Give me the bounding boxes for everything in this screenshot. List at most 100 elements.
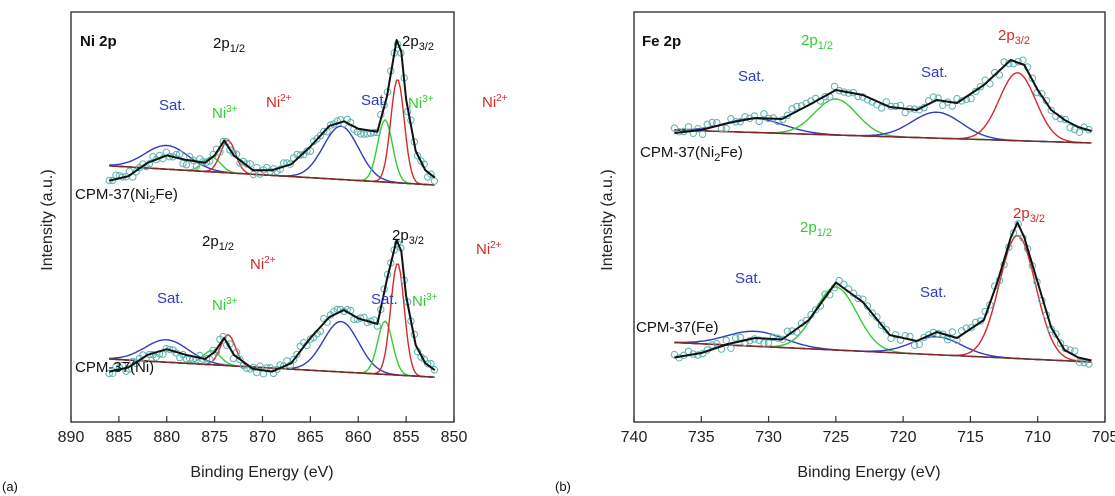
x-tick-label: 730 <box>755 429 782 446</box>
panel-b-sample-label-bottom: CPM-37(Fe) <box>636 319 719 336</box>
fitted-envelope-line <box>109 239 436 373</box>
panel-a-top-ni3-2: Ni3+ <box>408 94 434 112</box>
raw-data-point <box>727 115 735 123</box>
raw-data-point <box>430 366 439 374</box>
panel-a-tag: (a) <box>2 479 18 494</box>
raw-data-point <box>736 333 744 341</box>
panel-a-bottom-ni3-1: Ni3+ <box>212 296 238 314</box>
raw-data-point <box>793 102 801 111</box>
panel-a-bottom-ni2-1: Ni2+ <box>250 255 276 273</box>
sat-component <box>109 125 433 186</box>
panel-a-y-label: Intensity (a.u.) <box>39 169 56 270</box>
raw-data-point <box>289 355 298 364</box>
x-tick-label: 855 <box>393 429 420 446</box>
panel-a-top-ni2-1: Ni2+ <box>266 93 292 111</box>
raw-data-point <box>1075 128 1084 137</box>
raw-data-point <box>967 324 975 332</box>
background-line <box>674 341 1092 363</box>
raw-data-point <box>760 339 768 347</box>
panel-a-bottom-sat-1: Sat. <box>157 290 184 307</box>
raw-data-point <box>929 93 938 101</box>
raw-data-point <box>296 151 304 159</box>
x-tick-label: 890 <box>58 429 85 446</box>
x-tick-label: 880 <box>153 429 180 446</box>
raw-data-point <box>760 110 768 118</box>
panel-a-top-sat-1: Sat. <box>159 97 186 114</box>
panel-a-top-sat-2: Sat. <box>361 92 388 109</box>
panel-a-sample-label-bottom: CPM-37(Ni) <box>75 359 154 376</box>
raw-data-point <box>882 326 890 334</box>
raw-data-point <box>162 345 171 353</box>
raw-data-point <box>910 341 919 349</box>
raw-data-point <box>684 347 693 355</box>
panel-a-bottom-ni3-2: Ni3+ <box>412 292 438 310</box>
x-tick-label: 850 <box>441 429 468 446</box>
raw-data-point <box>722 124 730 133</box>
fitted-envelope-line <box>674 221 1092 362</box>
raw-data-point <box>430 177 439 185</box>
raw-data-point <box>293 350 301 359</box>
raw-data-point <box>943 336 952 344</box>
raw-data-point <box>1061 115 1070 124</box>
panel-b-frame <box>633 11 1106 423</box>
x-tick-label: 715 <box>957 429 984 446</box>
raw-data-point <box>256 362 264 370</box>
raw-data-point <box>176 150 184 158</box>
x-tick-label: 875 <box>201 429 228 446</box>
raw-data-point <box>868 309 876 317</box>
panel-b-bottom-sat-2: Sat. <box>920 284 947 301</box>
raw-data-point <box>286 160 294 168</box>
panel-b-top-sat-1: Sat. <box>738 68 765 85</box>
panel-b-top-sat-2: Sat. <box>921 64 948 81</box>
raw-data-point <box>1061 344 1070 353</box>
background-line <box>109 165 435 186</box>
raw-data-point <box>727 344 735 352</box>
panel-a-bottom-ni2-2: Ni2+ <box>476 240 502 258</box>
raw-data-point <box>812 306 820 314</box>
raw-data-point <box>877 104 886 112</box>
raw-data-point <box>830 82 839 91</box>
raw-data-point <box>1019 56 1027 64</box>
panel-b-x-ticks: 740 735 730 725 720 715 710 705 <box>621 416 1115 446</box>
raw-data-point <box>162 148 171 156</box>
x-tick-label: 885 <box>106 429 133 446</box>
raw-data-point <box>684 123 693 131</box>
panel-a-sample-label-top: CPM-37(Ni2Fe) <box>75 186 178 206</box>
x-tick-label: 740 <box>621 429 648 446</box>
panel-a-top-ni3-1: Ni3+ <box>212 104 238 122</box>
raw-data-point <box>708 118 716 127</box>
x-tick-label: 860 <box>345 429 372 446</box>
panel-b-top-2p32-label: 2p3/2 <box>998 27 1030 47</box>
sat-component <box>674 111 1089 144</box>
raw-data-point <box>413 152 422 160</box>
raw-data-point <box>1066 124 1074 132</box>
panel-a-title: Ni 2p <box>80 33 117 50</box>
raw-data-point <box>192 162 201 170</box>
x-tick-label: 705 <box>1092 429 1115 446</box>
sat-component <box>674 335 1089 363</box>
raw-data-point <box>948 102 956 110</box>
raw-data-point <box>741 338 749 347</box>
x-tick-label: 865 <box>297 429 324 446</box>
x-tick-label: 720 <box>890 429 917 446</box>
panel-a-x-ticks: 890 885 880 875 870 865 860 855 850 <box>58 416 468 446</box>
background-line <box>109 358 435 378</box>
panel-b-tag: (b) <box>555 479 571 494</box>
fitted-envelope-line <box>674 59 1092 134</box>
raw-data-point <box>750 112 759 120</box>
raw-data-point <box>722 336 730 344</box>
raw-data-point <box>698 130 707 138</box>
raw-data-point <box>769 333 777 342</box>
panel-b-sample-label-top: CPM-37(Ni2Fe) <box>640 144 743 164</box>
raw-data-point <box>105 369 114 378</box>
raw-data-point <box>976 83 985 91</box>
raw-data-point <box>179 159 187 168</box>
raw-data-point <box>788 105 796 113</box>
raw-data-point <box>219 137 227 146</box>
raw-data-point <box>967 94 975 103</box>
raw-data-point <box>731 334 740 342</box>
raw-data-point <box>948 328 956 336</box>
panel-b-bottom-sat-1: Sat. <box>735 270 762 287</box>
background-line <box>674 129 1092 144</box>
